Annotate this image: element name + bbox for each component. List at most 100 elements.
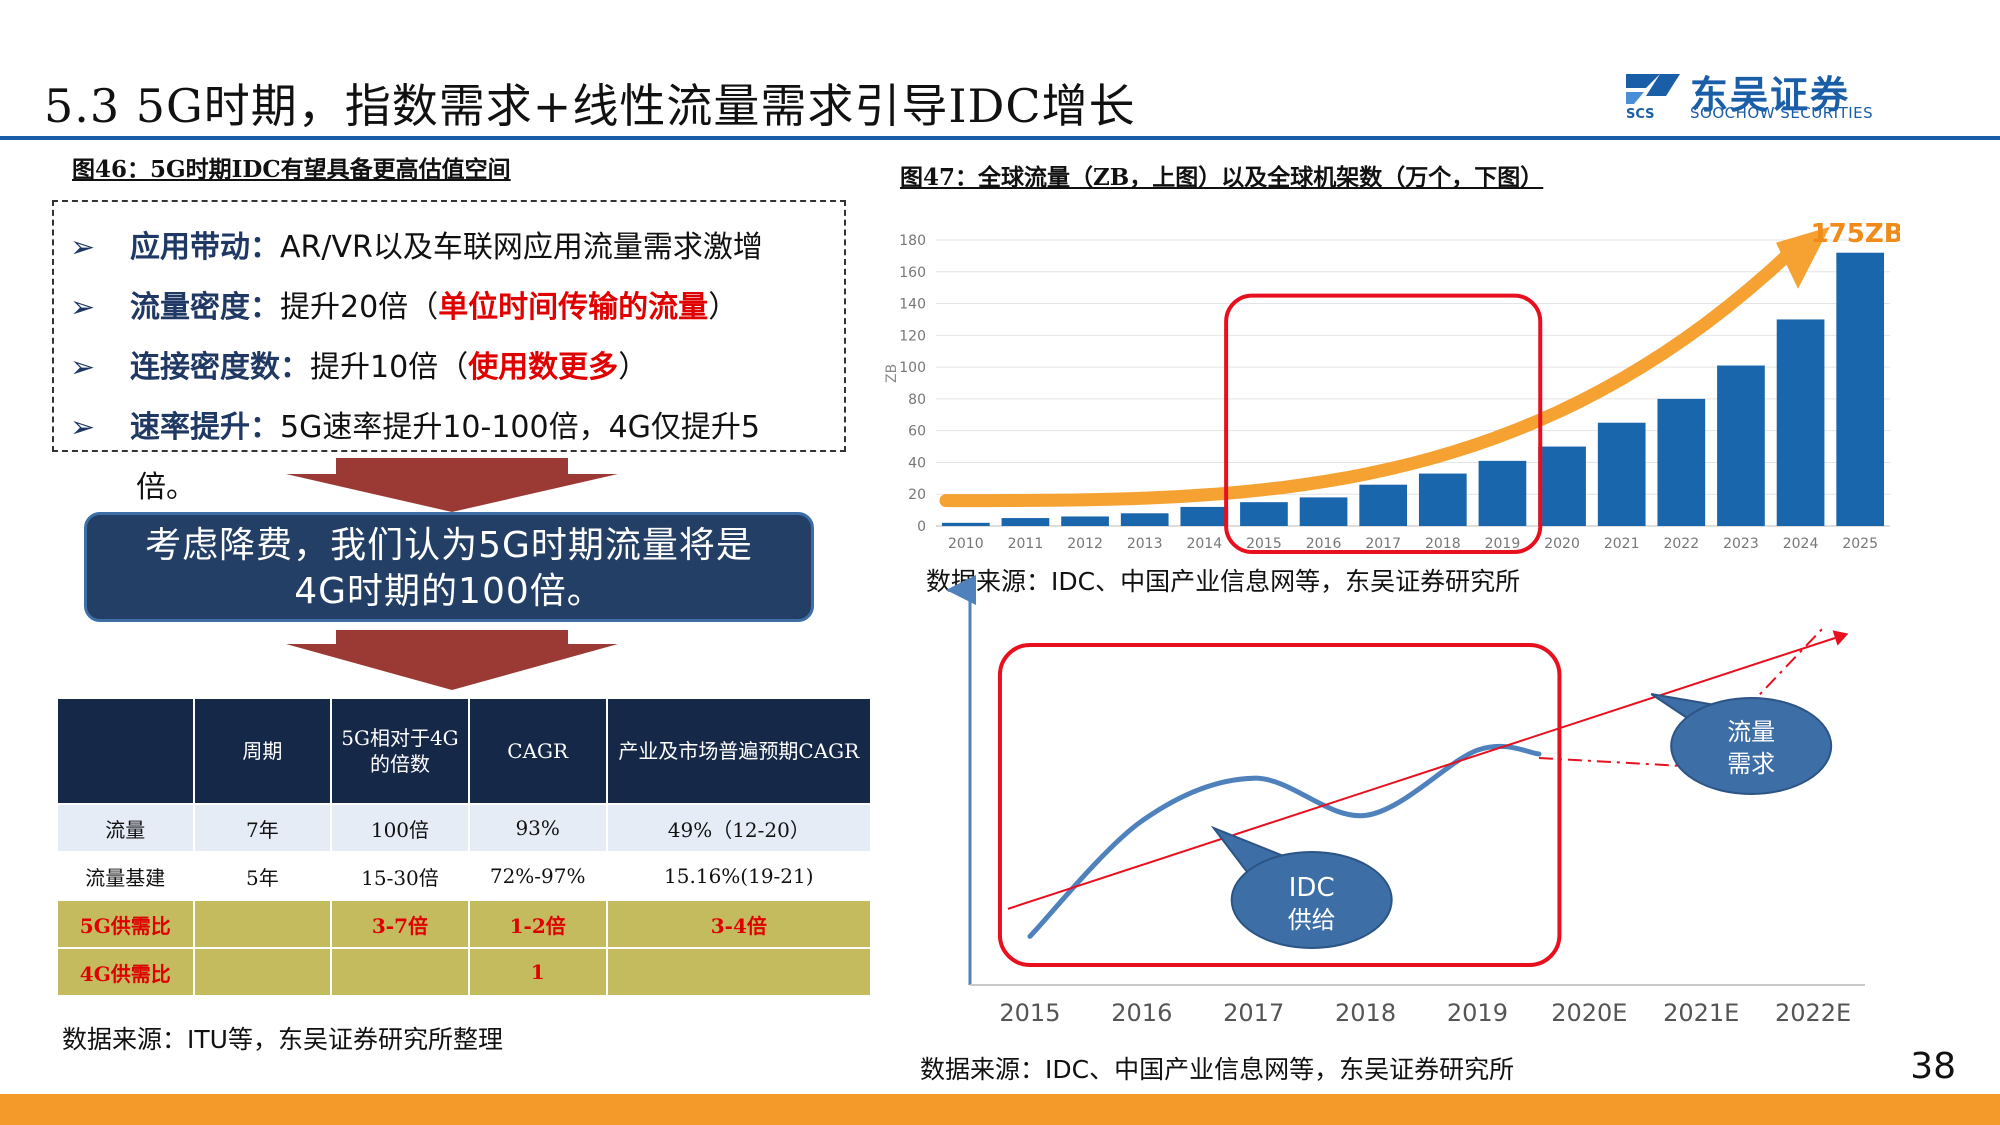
table-cell: 流量 (56, 803, 195, 853)
bar-x-tick-label: 2013 (1127, 536, 1163, 552)
bar-y-tick-label: 20 (908, 487, 926, 503)
down-arrow-icon (286, 458, 618, 512)
table-cell: 7年 (192, 803, 333, 853)
line-x-tick-label: 2016 (1111, 999, 1172, 1027)
traffic-demand-line (1007, 637, 1836, 910)
bar-y-tick-label: 60 (908, 424, 926, 440)
bullet-highlight: 使用数更多 (468, 350, 619, 385)
logo-english-name: SOOCHOW SECURITIES (1690, 104, 1874, 122)
line-x-tick-label: 2021E (1663, 999, 1739, 1027)
figure-47-caption: 图47：全球流量（ZB，上图）以及全球机架数（万个，下图） (900, 164, 1544, 191)
bar-x-tick-label: 2010 (948, 536, 984, 552)
table-header-cell: 5G相对于4G的倍数 (330, 697, 470, 805)
table-cell: 3-4倍 (605, 899, 873, 949)
bullet-key: 连接密度数： (130, 350, 310, 385)
bar (1538, 446, 1586, 526)
bar (1657, 398, 1706, 526)
bar-x-tick-label: 2018 (1425, 536, 1461, 552)
bar-chart-y-label: ZB (884, 364, 900, 383)
bubble-text: IDC (1289, 873, 1335, 903)
bullet-paren-close: ） (618, 350, 649, 385)
down-arrow-icon (286, 630, 618, 690)
table-cell (605, 947, 873, 997)
left-source-note: 数据来源：ITU等，东吴证券研究所整理 (62, 1025, 503, 1054)
table-cell: 5G供需比 (56, 899, 195, 949)
table-cell: 93% (467, 803, 608, 853)
bar-chart-bars (941, 252, 1885, 526)
traffic-demand-bubble: 流量 需求 (1650, 693, 1833, 795)
bar-x-tick-label: 2025 (1842, 536, 1878, 552)
bullet-item: ➢ 连接密度数：提升10倍（使用数更多） (70, 342, 648, 386)
line-chart-x-ticks: 2015 2016 2017 2018 2019 2020E 2021E 2022E (999, 999, 1851, 1027)
bar-x-tick-label: 2011 (1008, 536, 1044, 552)
bar-y-tick-label: 0 (917, 519, 926, 535)
table-cell: 4G供需比 (56, 947, 195, 997)
table-row: 流量基建 5年 15-30倍 72%-97% 15.16%(19-21) (56, 851, 873, 901)
bar-x-tick-label: 2020 (1544, 536, 1580, 552)
bar-y-tick-label: 80 (908, 392, 926, 408)
bar (1836, 252, 1885, 526)
bullet-text: AR/VR以及车联网应用流量需求激增 (280, 230, 763, 265)
bar-y-tick-label: 100 (899, 360, 926, 376)
growth-trend-arrow (939, 246, 1797, 508)
bullet-text: 5G速率提升10-100倍，4G仅提升5 (280, 410, 761, 445)
bullet-paren-close: ） (708, 290, 739, 325)
bubble-text: 供给 (1288, 906, 1336, 934)
line-x-tick-label: 2020E (1551, 999, 1627, 1027)
rack-line-chart: 2015 2016 2017 2018 2019 2020E 2021E 2022E IDC … (946, 575, 1865, 1027)
bar (1597, 422, 1646, 526)
bar (941, 522, 990, 526)
bubble-text: 流量 (1727, 718, 1775, 746)
figure-46-caption: 图46：5G时期IDC有望具备更高估值空间 (72, 156, 511, 183)
logo-chinese-name: 东吴证券 (1690, 73, 1851, 117)
bubble-text: 需求 (1727, 750, 1775, 778)
idc-supply-line (1027, 743, 1542, 939)
bar-x-tick-label: 2017 (1365, 536, 1401, 552)
table-header-row: 周期 5G相对于4G的倍数 CAGR 产业及市场普遍预期CAGR (56, 697, 873, 805)
bar-y-tick-label: 180 (899, 233, 926, 249)
idc-supply-bubble: IDC 供给 (1210, 825, 1393, 949)
bar-y-tick-label: 160 (899, 265, 926, 281)
callout-line-1: 考虑降费，我们认为5G时期流量将是 (145, 525, 753, 566)
bullet-paren-open: （ (438, 350, 469, 385)
callout-line-2: 4G时期的100倍。 (294, 571, 604, 612)
bullet-box (52, 200, 846, 452)
bar (1717, 365, 1765, 526)
logo-mark-text: SCS (1626, 107, 1655, 122)
table-cell (192, 899, 333, 949)
line-x-tick-label: 2017 (1223, 999, 1284, 1027)
bar-x-tick-label: 2024 (1783, 536, 1819, 552)
bubble-body (1230, 851, 1393, 949)
bar-x-tick-label: 2016 (1306, 536, 1342, 552)
table-cell: 72%-97% (467, 851, 608, 901)
page-number: 38 (1910, 1046, 1956, 1087)
table-cell: 15-30倍 (330, 851, 470, 901)
bullet-item: ➢ 应用带动：AR/VR以及车联网应用流量需求激增 (70, 222, 763, 266)
bar (1001, 518, 1050, 526)
bullet-arrow-icon: ➢ (70, 290, 96, 325)
bar-x-tick-label: 2019 (1485, 536, 1521, 552)
highlight-box (1224, 293, 1543, 554)
table-row: 5G供需比 3-7倍 1-2倍 3-4倍 (56, 899, 873, 949)
bullet-text: 提升10倍 (310, 350, 439, 385)
table-cell: 1 (467, 947, 608, 997)
bullet-arrow-icon: ➢ (70, 350, 96, 385)
scs-logo-icon: SCS (1626, 74, 1680, 122)
bar-y-tick-label: 120 (899, 328, 926, 344)
bar-x-tick-label: 2014 (1186, 536, 1222, 552)
table-header-cell (56, 697, 195, 805)
table-cell (192, 947, 333, 997)
bar-x-tick-label: 2012 (1067, 536, 1103, 552)
title-divider (0, 136, 2000, 140)
bullet-arrow-icon: ➢ (70, 230, 96, 265)
page-title: 5.3 5G时期，指数需求+线性流量需求引导IDC增长 (44, 79, 1136, 133)
bar (1180, 506, 1229, 526)
bar (1776, 319, 1825, 526)
bullet-continuation: 倍。 (136, 470, 196, 505)
table-header-cell: 周期 (192, 697, 333, 805)
bar-chart-x-ticks: 2010 2011 2012 2013 2014 2015 2016 2017 2018 2019… (948, 536, 1878, 552)
line-x-tick-label: 2015 (999, 999, 1060, 1027)
bar (1478, 460, 1527, 526)
conclusion-callout: 考虑降费，我们认为5G时期流量将是 4G时期的100倍。 (84, 512, 814, 622)
comparison-table: 周期 5G相对于4G的倍数 CAGR 产业及市场普遍预期CAGR 流量 7年 1… (56, 697, 873, 997)
